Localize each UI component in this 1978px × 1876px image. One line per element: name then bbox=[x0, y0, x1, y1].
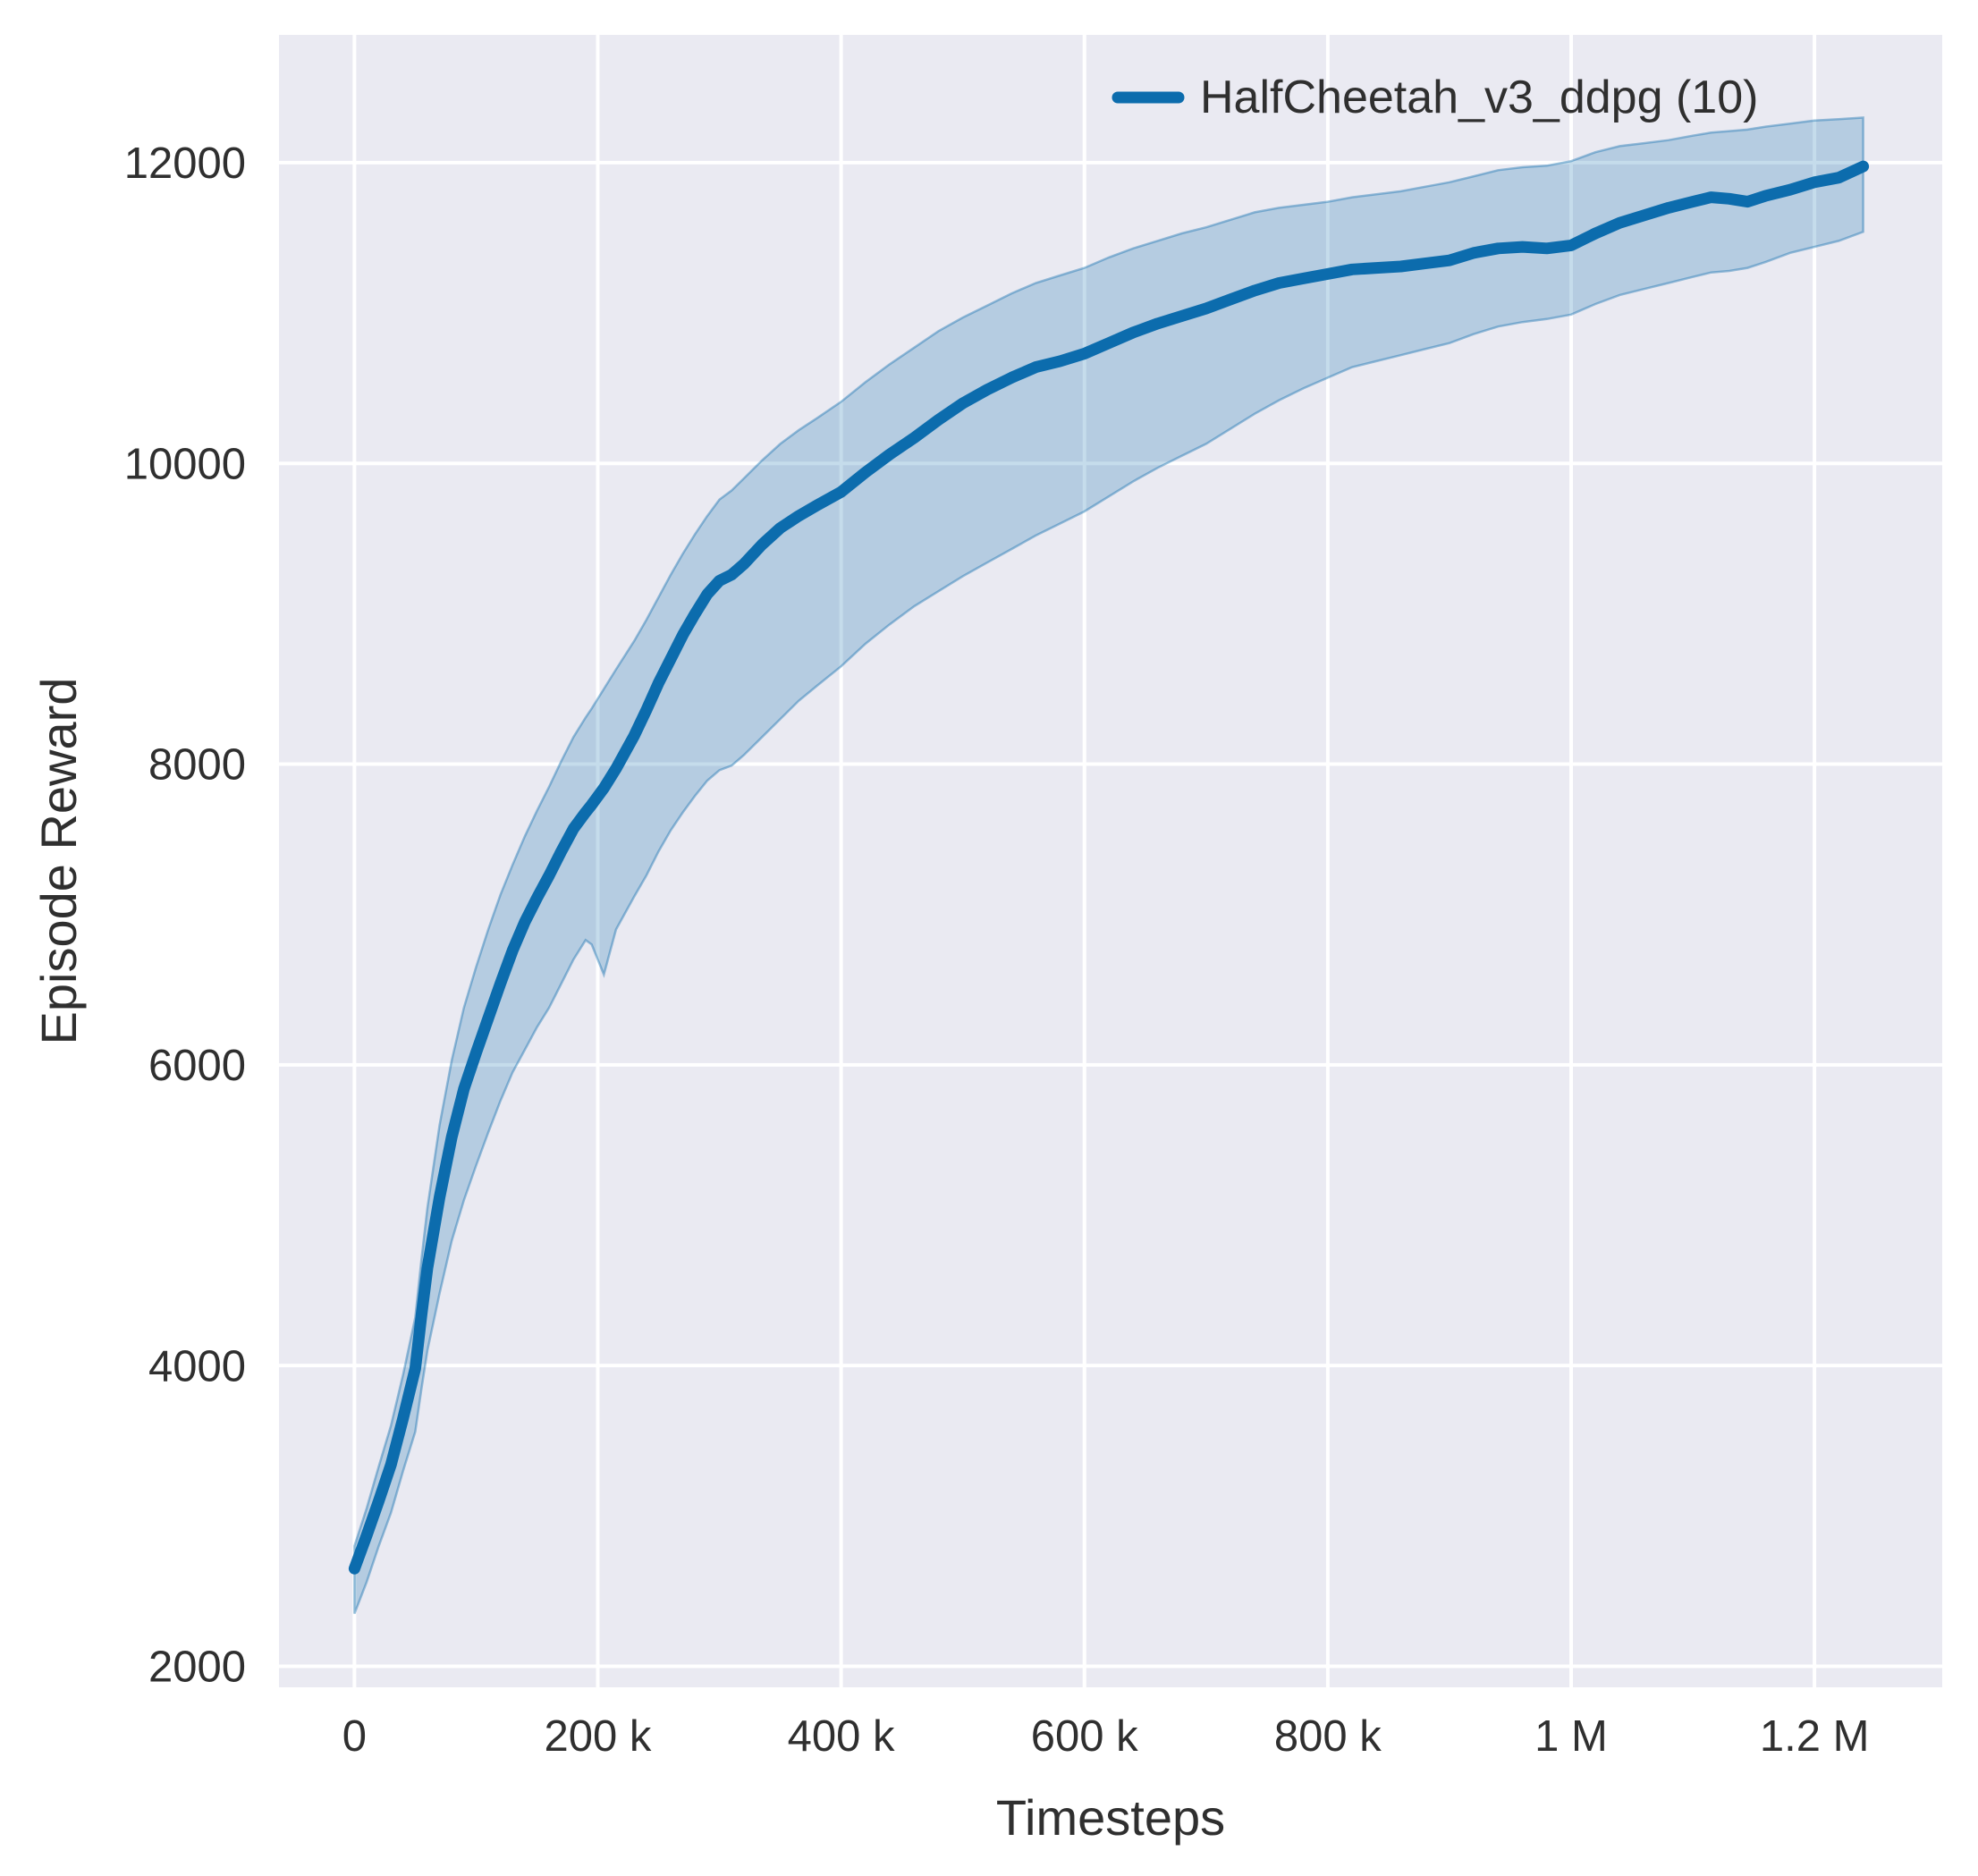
x-tick-label: 1 M bbox=[1534, 1712, 1608, 1761]
y-tick-label: 2000 bbox=[148, 1644, 246, 1692]
x-tick-label: 0 bbox=[342, 1712, 367, 1761]
y-tick-label: 10000 bbox=[124, 440, 246, 488]
y-tick-label: 8000 bbox=[148, 741, 246, 790]
mean-reward-line bbox=[348, 160, 1870, 1575]
legend: HalfCheetah_v3_ddpg (10) bbox=[1112, 72, 1758, 123]
y-tick-label: 6000 bbox=[148, 1042, 246, 1090]
x-tick-label: 400 k bbox=[788, 1712, 895, 1761]
x-tick-labels: 0 200 k 400 k 600 k 800 k 1 M 1.2 M bbox=[342, 1712, 1870, 1761]
y-tick-labels: 2000 4000 6000 8000 10000 12000 bbox=[124, 139, 246, 1692]
x-tick-label: 600 k bbox=[1031, 1712, 1138, 1761]
x-axis-label: Timesteps bbox=[996, 1789, 1225, 1846]
plot-layer bbox=[279, 35, 1942, 1687]
x-tick-label: 200 k bbox=[545, 1712, 652, 1761]
y-tick-label: 12000 bbox=[124, 139, 246, 188]
legend-label: HalfCheetah_v3_ddpg (10) bbox=[1200, 72, 1758, 123]
confidence-band bbox=[353, 116, 1864, 1615]
x-tick-label: 800 k bbox=[1274, 1712, 1382, 1761]
y-axis-label: Episode Reward bbox=[30, 678, 87, 1045]
y-tick-label: 4000 bbox=[148, 1342, 246, 1390]
x-tick-label: 1.2 M bbox=[1760, 1712, 1870, 1761]
